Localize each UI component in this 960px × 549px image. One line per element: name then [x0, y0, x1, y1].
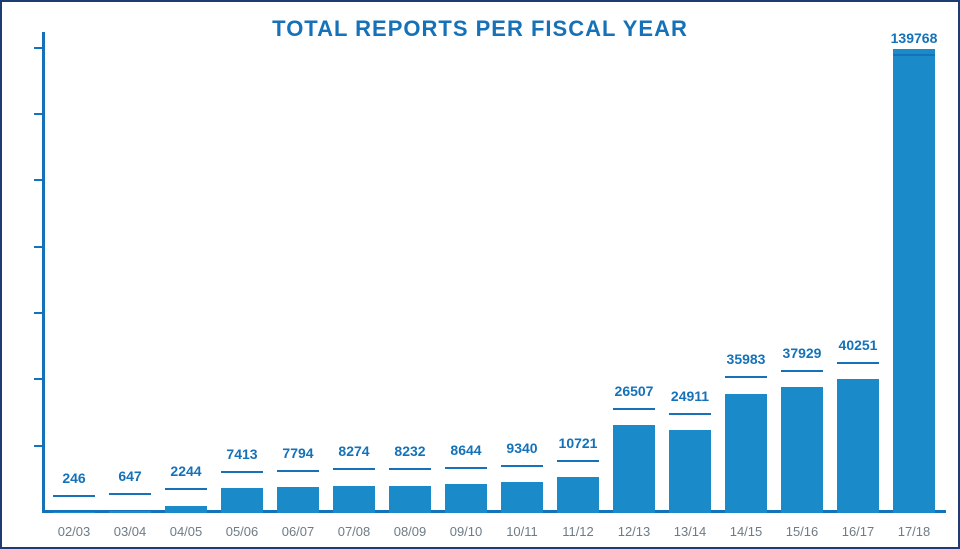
bar [109, 511, 152, 513]
y-tick [34, 246, 42, 248]
bar-slot: 26507 [606, 32, 662, 513]
x-axis-label: 14/15 [718, 524, 774, 539]
data-label-underline [221, 471, 264, 473]
bar-slot: 10721 [550, 32, 606, 513]
data-label-underline [669, 413, 712, 415]
chart-frame: TOTAL REPORTS PER FISCAL YEAR 2466472244… [0, 0, 960, 549]
data-label-underline [501, 465, 544, 467]
bar [333, 486, 376, 513]
data-label-underline [781, 370, 824, 372]
data-label: 7413 [214, 446, 270, 462]
data-label: 9340 [494, 440, 550, 456]
bar [277, 487, 320, 513]
bar-slot: 246 [46, 32, 102, 513]
bars-container: 246647224474137794827482328644934010721 2… [42, 32, 946, 513]
data-label: 10721 [550, 435, 606, 451]
bar-slot: 8274 [326, 32, 382, 513]
data-label-underline [725, 376, 768, 378]
bar-slot: 35983 [718, 32, 774, 513]
data-label-underline [53, 495, 96, 497]
data-label: 8644 [438, 442, 494, 458]
bar [781, 387, 824, 513]
bar-slot: 40251 [830, 32, 886, 513]
y-tick [34, 445, 42, 447]
x-axis-label: 06/07 [270, 524, 326, 539]
bar-slot: 9340 [494, 32, 550, 513]
data-label: 7794 [270, 445, 326, 461]
bar [501, 482, 544, 513]
data-label: 139768 [886, 30, 942, 46]
bar [725, 394, 768, 513]
data-label: 8274 [326, 443, 382, 459]
x-axis-label: 10/11 [494, 524, 550, 539]
data-label-underline [165, 488, 208, 490]
bar [557, 477, 600, 513]
x-labels-row: 02/0303/0404/0505/0606/0707/0808/0909/10… [42, 524, 946, 539]
x-axis-label: 07/08 [326, 524, 382, 539]
data-label-underline [557, 460, 600, 462]
data-label: 26507 [606, 383, 662, 399]
y-tick [34, 312, 42, 314]
y-tick [34, 378, 42, 380]
x-axis-label: 02/03 [46, 524, 102, 539]
bar-slot: 7794 [270, 32, 326, 513]
x-axis-label: 03/04 [102, 524, 158, 539]
y-tick [34, 113, 42, 115]
data-label: 2244 [158, 463, 214, 479]
data-label: 40251 [830, 337, 886, 353]
x-axis-label: 08/09 [382, 524, 438, 539]
data-label: 647 [102, 468, 158, 484]
plot-area: 246647224474137794827482328644934010721 2… [42, 32, 946, 513]
data-label-underline [837, 362, 880, 364]
data-label-underline [445, 467, 488, 469]
bar [893, 49, 936, 513]
data-label-underline [277, 470, 320, 472]
data-label-underline [333, 468, 376, 470]
bar-slot: 139768 [886, 32, 942, 513]
x-axis-label: 17/18 [886, 524, 942, 539]
bar-slot: 2244 [158, 32, 214, 513]
data-label: 246 [46, 470, 102, 486]
y-tick [34, 47, 42, 49]
data-label: 24911 [662, 388, 718, 404]
bar [389, 486, 432, 513]
bar [445, 484, 488, 513]
x-axis-label: 16/17 [830, 524, 886, 539]
data-label: 35983 [718, 351, 774, 367]
data-label-underline [109, 493, 152, 495]
bar-slot: 8232 [382, 32, 438, 513]
y-tick [34, 179, 42, 181]
bar [165, 506, 208, 513]
bar [837, 379, 880, 513]
bar [53, 512, 96, 513]
bar-slot: 24911 [662, 32, 718, 513]
data-label: 8232 [382, 443, 438, 459]
bar [669, 430, 712, 513]
x-axis-label: 09/10 [438, 524, 494, 539]
bar [221, 488, 264, 513]
data-label-underline [389, 468, 432, 470]
x-axis-label: 15/16 [774, 524, 830, 539]
data-label-underline [893, 54, 936, 56]
bar-slot: 647 [102, 32, 158, 513]
data-label: 37929 [774, 345, 830, 361]
x-axis-label: 12/13 [606, 524, 662, 539]
data-label-underline [613, 408, 656, 410]
bar-slot: 8644 [438, 32, 494, 513]
bar-slot: 37929 [774, 32, 830, 513]
x-axis-label: 05/06 [214, 524, 270, 539]
x-axis-label: 11/12 [550, 524, 606, 539]
x-axis-label: 13/14 [662, 524, 718, 539]
x-axis-label: 04/05 [158, 524, 214, 539]
bar [613, 425, 656, 513]
bar-slot: 7413 [214, 32, 270, 513]
